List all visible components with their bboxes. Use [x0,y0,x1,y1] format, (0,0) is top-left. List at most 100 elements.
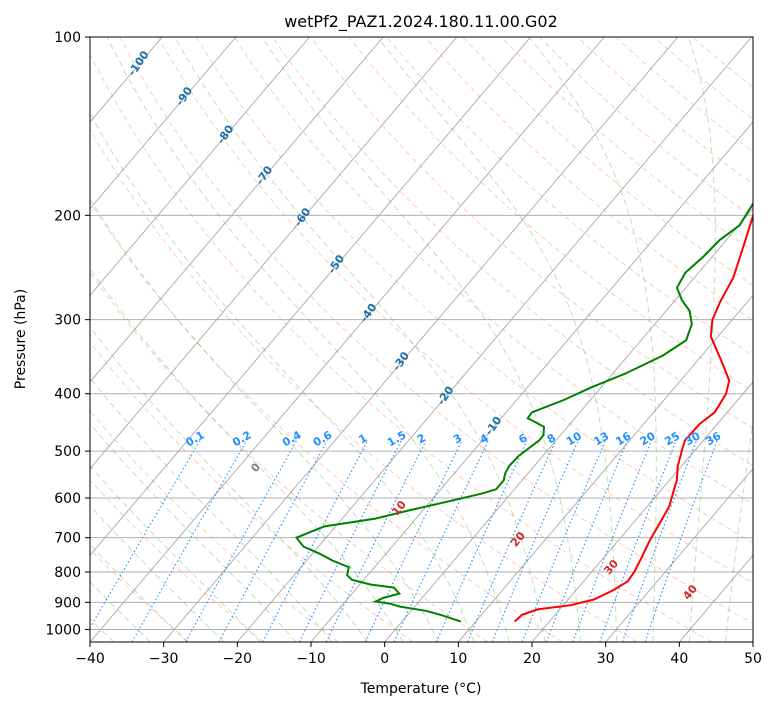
y-axis-label: Pressure (hPa) [13,289,29,389]
mixing-ratio-label: 6 [516,431,529,446]
mixing-ratio-line [364,440,463,642]
dry-adiabat-line [195,37,753,544]
moist-adiabat-line [90,505,225,642]
isotherm-line [236,37,752,642]
moist-adiabat-label: 40 [680,582,700,602]
mixing-ratio-line [466,440,557,642]
mixing-ratio-label: 1.5 [385,428,408,449]
dry-adiabat-line [615,37,753,153]
isotherm-line [310,121,753,642]
x-tick-label: −20 [223,651,253,667]
chart-title: wetPf2_PAZ1.2024.180.11.00.G02 [284,12,558,32]
y-tick-label: 1000 [45,622,81,638]
dry-adiabat-line [653,37,753,120]
moist-adiabat-line [90,423,297,642]
mixing-ratio-label: 0.1 [183,428,206,449]
x-tick-label: −40 [75,651,105,667]
dry-adiabat-line [233,37,753,505]
mixing-ratio-label: 0.6 [311,428,335,449]
y-tick-label: 100 [54,30,81,46]
y-tick-label: 600 [54,491,81,507]
moist-adiabat-label: 30 [601,557,621,577]
isotherm-label: -100 [125,48,152,78]
mixing-ratio-label: 3 [451,431,464,446]
moist-adiabat-line [106,37,510,642]
dry-adiabat-line [310,37,753,429]
x-tick-label: 0 [380,651,389,667]
dewpoint-profile [294,202,753,623]
mixing-ratio-label: 16 [614,429,634,448]
dry-adiabat-line [90,479,264,642]
dry-adiabat-line [90,341,414,642]
mixing-ratio-line [621,440,698,642]
isotherm-line [90,37,458,470]
mixing-ratio-label: 25 [662,429,682,448]
isotherm-line [90,37,310,297]
isotherm-line [384,207,753,642]
x-tick-label: 40 [670,651,688,667]
moist-adiabat-line [762,37,775,642]
y-tick-label: 900 [54,595,81,611]
dry-adiabat-line [539,37,753,219]
dry-adiabat-line [691,37,753,88]
mixing-ratio-label: 30 [683,429,703,448]
mixing-ratio-label: 8 [545,431,558,446]
y-tick-label: 300 [54,313,81,329]
y-tick-label: 800 [54,565,81,581]
mixing-ratio-line [325,440,427,642]
mixing-ratio-line [218,440,328,642]
y-tick-label: 200 [54,208,81,224]
mixing-ratio-line [545,440,628,642]
mixing-ratio-label: 2 [415,431,428,446]
dry-adiabat-line [119,37,753,624]
y-tick-label: 400 [54,387,81,403]
dry-adiabat-line [90,52,712,642]
mixing-ratio-line [185,440,297,642]
mixing-ratio-line [435,440,528,642]
dry-adiabat-line [90,128,638,642]
mixing-ratio-line [491,440,579,642]
isotherm-line [531,381,753,642]
moist-adiabat-line [725,418,753,642]
dry-adiabat-line [348,37,753,393]
moist-adiabat-line [90,112,475,642]
mixing-ratio-line [131,440,248,642]
x-tick-label: −30 [149,651,179,667]
temperature-profile [514,212,753,623]
x-tick-label: 20 [523,651,541,667]
dry-adiabat-line [90,272,488,642]
mixing-ratio-line [262,440,369,642]
isotherm-line [90,37,237,210]
isotherm-line [90,37,605,642]
moist-adiabat-line [528,37,657,642]
y-tick-label: 500 [54,444,81,460]
moist-adiabat-line [90,377,333,642]
moist-adiabat-line [90,326,369,642]
moist-adiabat-label: 0 [248,460,263,474]
moist-adiabat-line [90,267,404,642]
mixing-ratio-label: 0.2 [230,428,253,449]
dry-adiabat-line [90,548,190,642]
moist-adiabat-line [90,543,188,642]
mixing-ratio-line [599,440,677,642]
x-tick-label: 10 [449,651,467,667]
moist-adiabat-line [90,198,439,642]
x-tick-label: 30 [597,651,615,667]
mixing-ratio-label: 13 [591,429,611,448]
x-tick-label: −10 [296,651,326,667]
isotherm-line [752,641,753,642]
isotherm-line [678,554,753,642]
mixing-ratio-line [644,440,718,642]
x-tick-label: 50 [744,651,762,667]
dry-adiabat-line [90,201,563,642]
dry-adiabat-line [386,37,753,357]
mixing-ratio-line [90,440,201,629]
mixing-ratio-label: 10 [564,429,584,448]
moist-adiabat-label: 20 [508,529,528,549]
x-axis-label: Temperature (°C) [360,681,482,697]
isotherm-line [457,294,753,642]
dry-adiabat-line [90,410,339,642]
isotherm-line [163,37,679,642]
moist-adiabat-line [688,37,716,642]
